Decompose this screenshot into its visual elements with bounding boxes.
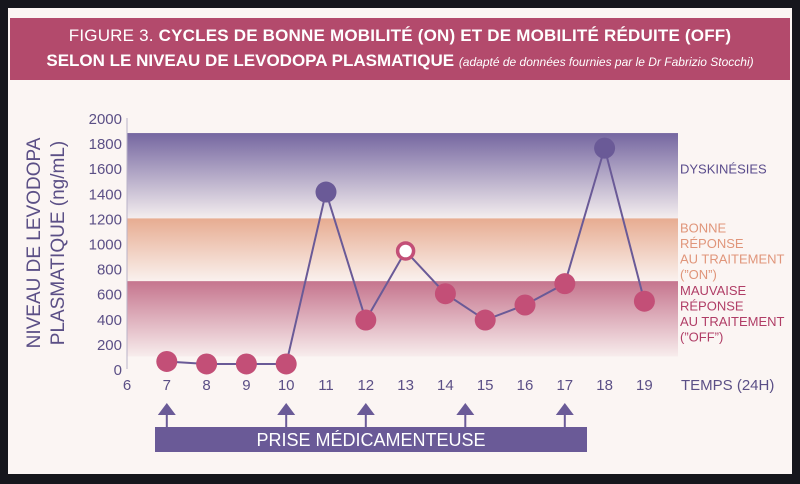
zone-off-response-label: MAUVAISE (680, 283, 747, 298)
x-axis-label: TEMPS (24H) (681, 377, 774, 394)
data-point-off (196, 353, 218, 375)
zone-off-response-label: (”OFF”) (680, 330, 723, 345)
y-tick-label: 1600 (89, 161, 122, 178)
x-tick-label: 14 (437, 377, 454, 394)
zone-on-response-label: (”ON”) (680, 267, 717, 282)
x-tick-label: 8 (202, 377, 210, 394)
x-tick-label: 7 (163, 377, 171, 394)
title-source-note: (adapté de données fournies par le Dr Fa… (458, 55, 754, 69)
x-tick-label: 12 (357, 377, 374, 394)
figure-title: FIGURE 3. CYCLES DE BONNE MOBILITÉ (ON) … (10, 18, 790, 80)
y-tick-label: 1800 (89, 136, 122, 153)
zone-off-response (127, 281, 678, 357)
x-tick-label: 11 (318, 377, 334, 394)
dose-bar-label: PRISE MÉDICAMENTEUSE (256, 430, 485, 450)
zone-on-response-label: RÉPONSE (680, 236, 744, 251)
title-main: CYCLES DE BONNE MOBILITÉ (ON) ET DE MOBI… (158, 26, 732, 45)
y-axis-label-line-2: PLASMATIQUE (ng/mL) (48, 141, 69, 345)
figure-label: FIGURE 3. (68, 26, 154, 45)
zone-on-response-label: AU TRAITEMENT (680, 251, 785, 266)
zone-off-response-label: AU TRAITEMENT (680, 314, 785, 329)
title-subtitle: SELON LE NIVEAU DE LEVODOPA PLASMATIQUE (46, 51, 455, 70)
x-tick-label: 19 (636, 377, 653, 394)
zone-dyskinesia (127, 133, 678, 219)
data-point-off (554, 273, 576, 295)
zone-dyskinesia-label: DYSKINÉSIES (680, 162, 767, 177)
x-tick-label: 6 (123, 377, 131, 394)
data-point-off (474, 309, 496, 331)
y-tick-label: 2000 (89, 111, 122, 128)
data-point-off (633, 290, 655, 312)
data-point-off (156, 350, 178, 372)
data-point-on (395, 241, 416, 261)
dose-arrow-head (277, 403, 296, 415)
y-tick-label: 1200 (89, 211, 122, 228)
dose-arrow-head (157, 403, 176, 415)
y-tick-label: 200 (97, 337, 122, 354)
zone-off-response-label: RÉPONSE (680, 299, 744, 314)
x-tick-label: 17 (556, 377, 573, 394)
x-tick-label: 18 (596, 377, 613, 394)
y-axis-label-line-1: NIVEAU DE LEVODOPA (24, 137, 45, 348)
dose-arrow-head (356, 403, 375, 415)
x-tick-label: 16 (517, 377, 534, 394)
data-point-off (235, 353, 257, 375)
y-tick-label: 1000 (89, 237, 122, 254)
y-axis-label: NIVEAU DE LEVODOPA PLASMATIQUE (ng/mL) (24, 137, 69, 348)
data-point-off (514, 294, 536, 316)
x-tick-label: 15 (477, 377, 494, 394)
title-line-1: FIGURE 3. CYCLES DE BONNE MOBILITÉ (ON) … (10, 26, 790, 46)
dose-bar (155, 427, 587, 452)
y-tick-label: 600 (97, 287, 122, 304)
title-line-2: SELON LE NIVEAU DE LEVODOPA PLASMATIQUE … (10, 51, 790, 71)
data-point-off (275, 353, 297, 375)
x-tick-label: 9 (242, 377, 250, 394)
y-tick-label: 1400 (89, 186, 122, 203)
data-point-dyskinesia (315, 181, 337, 203)
y-tick-label: 800 (97, 262, 122, 279)
x-tick-label: 13 (397, 377, 414, 394)
dose-arrow-head (555, 403, 574, 415)
y-tick-label: 400 (97, 312, 122, 329)
y-tick-label: 0 (114, 362, 122, 379)
dose-arrow-head (456, 403, 475, 415)
data-point-off (355, 309, 377, 331)
data-point-off (434, 283, 456, 305)
zone-on-response-label: BONNE (680, 220, 727, 235)
data-point-dyskinesia (594, 137, 616, 159)
x-tick-label: 10 (278, 377, 295, 394)
